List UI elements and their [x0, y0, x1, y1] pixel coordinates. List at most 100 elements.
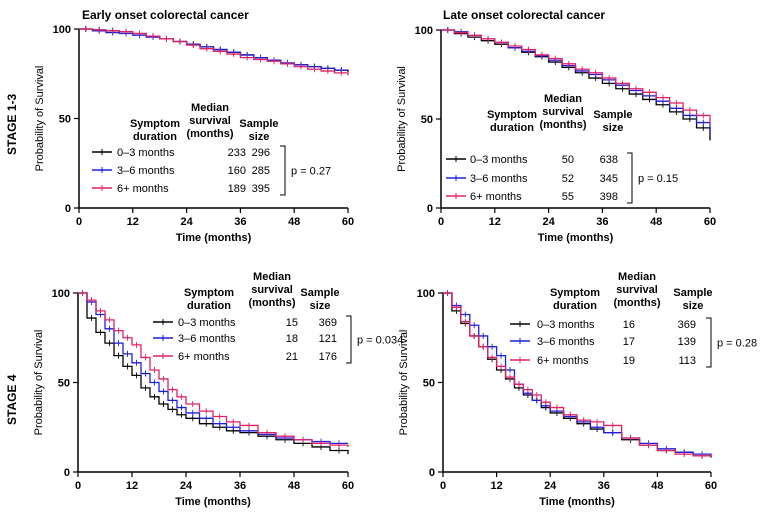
x-tick-label: 24: [180, 216, 193, 228]
p-value: p = 0.27: [291, 166, 331, 178]
p-value-bracket: [706, 317, 712, 368]
legend-median: 160: [228, 165, 246, 177]
y-tick-label: 50: [423, 378, 435, 390]
legend-header-sample: Sample: [673, 287, 712, 299]
row-label-stage-1-3: STAGE 1-3: [5, 94, 19, 155]
survival-curve-6-months: [79, 28, 349, 76]
legend-sample-size: 395: [252, 183, 270, 195]
x-tick-label: 60: [342, 480, 354, 492]
survival-curve-0-3-months: [78, 292, 349, 455]
x-tick-label: 48: [651, 480, 663, 492]
legend-header-sample: size: [683, 300, 704, 312]
p-value: p = 0.28: [717, 338, 757, 350]
legend-label: 0–3 months: [178, 317, 236, 329]
y-axis-label: Probability of Survival: [396, 66, 408, 172]
chart-panel-top-right: 0 12 24 36 48 60 0 50 100 Time (months) Probabilit…: [396, 25, 716, 244]
x-tick-label: 36: [598, 480, 610, 492]
legend-label: 6+ months: [470, 191, 522, 203]
legend-sample-size: 638: [600, 154, 618, 166]
legend-median: 18: [286, 333, 298, 345]
x-axis-label: Time (months): [175, 496, 251, 508]
p-value-bracket: [627, 152, 633, 204]
y-axis-label: Probability of Survival: [34, 66, 46, 172]
survival-curve-3-6-months: [443, 292, 712, 456]
legend-label: 6+ months: [537, 355, 589, 367]
x-tick-label: 48: [650, 216, 662, 228]
survival-curve-6-months: [78, 292, 349, 447]
legend-header-duration: Symptom: [550, 287, 600, 299]
chart-panel-top-left: 0 12 24 36 48 60 0 50 100 Time (months) Probabilit…: [34, 24, 354, 244]
y-tick-label: 100: [417, 288, 435, 300]
legend-header-duration: duration: [133, 131, 177, 143]
y-tick-label: 0: [427, 203, 433, 215]
legend-header-median: Median: [253, 271, 291, 283]
chart-panel-bottom-right: 0 12 24 36 48 60 0 50 100 Time (months) Probabilit…: [398, 271, 757, 508]
legend-sample-size: 285: [252, 165, 270, 177]
column-title-early: Early onset colorectal cancer: [82, 8, 249, 22]
legend-label: 6+ months: [178, 351, 230, 363]
legend-median: 50: [562, 154, 574, 166]
y-tick-label: 0: [65, 203, 71, 215]
legend-sample-size: 113: [678, 355, 696, 367]
legend-median: 16: [623, 319, 635, 331]
legend-median: 189: [228, 183, 246, 195]
x-axis-label: Time (months): [538, 232, 614, 244]
x-tick-label: 24: [544, 480, 557, 492]
legend-median: 233: [228, 147, 246, 159]
survival-curve-6-months: [441, 29, 711, 125]
survival-curve-6-months: [443, 292, 712, 457]
y-tick-label: 0: [64, 467, 70, 479]
legend-label: 3–6 months: [537, 336, 595, 348]
y-tick-label: 50: [58, 378, 70, 390]
x-tick-label: 0: [440, 480, 446, 492]
legend-header-sample: Sample: [300, 287, 339, 299]
legend-sample-size: 369: [678, 319, 696, 331]
legend-header-sample: size: [249, 131, 270, 143]
x-tick-label: 12: [126, 480, 138, 492]
legend-header-median: (months): [248, 297, 295, 309]
x-tick-label: 36: [596, 216, 608, 228]
legend-header-duration: Symptom: [487, 109, 537, 121]
legend-sample-size: 369: [319, 317, 337, 329]
legend-header-median: (months): [539, 119, 586, 131]
y-axis-label: Probability of Survival: [33, 330, 45, 436]
legend-header-median: (months): [613, 297, 660, 309]
legend-header-median: Median: [191, 102, 229, 114]
legend-header-sample: size: [603, 122, 624, 134]
legend-header-duration: duration: [490, 122, 534, 134]
p-value-bracket: [346, 315, 352, 364]
legend-header-duration: duration: [187, 300, 231, 312]
row-label-stage-4: STAGE 4: [5, 374, 19, 425]
legend-label: 0–3 months: [470, 154, 528, 166]
legend-sample-size: 176: [319, 351, 337, 363]
x-tick-label: 12: [489, 216, 501, 228]
legend-label: 3–6 months: [470, 173, 528, 185]
panels: 0 12 24 36 48 60 0 50 100 Time (months) Probabilit…: [33, 24, 757, 508]
column-title-late: Late onset colorectal cancer: [443, 8, 605, 22]
legend-header-duration: Symptom: [184, 287, 234, 299]
p-value: p = 0.034: [357, 335, 403, 347]
legend-header-median: Median: [618, 271, 656, 283]
legend-header-median: Median: [544, 93, 582, 105]
survival-curve-3-6-months: [78, 292, 348, 445]
x-tick-label: 12: [127, 216, 139, 228]
legend-label: 3–6 months: [178, 333, 236, 345]
legend-header-median: survival: [189, 115, 231, 127]
x-tick-label: 48: [288, 480, 300, 492]
y-axis-label: Probability of Survival: [398, 330, 410, 436]
y-tick-label: 50: [421, 114, 433, 126]
legend-median: 15: [286, 317, 298, 329]
x-tick-label: 0: [76, 216, 82, 228]
legend-header-median: survival: [616, 284, 658, 296]
legend-median: 21: [286, 351, 298, 363]
legend-header-duration: Symptom: [130, 118, 180, 130]
x-tick-label: 0: [75, 480, 81, 492]
chart-panel-bottom-left: 0 12 24 36 48 60 0 50 100 Time (months) Probabilit…: [33, 271, 403, 508]
survival-curve-0-3-months: [443, 292, 712, 458]
legend-sample-size: 345: [600, 173, 618, 185]
legend-label: 6+ months: [117, 183, 169, 195]
legend-median: 17: [623, 336, 635, 348]
legend-label: 0–3 months: [537, 319, 595, 331]
x-tick-label: 24: [542, 216, 555, 228]
